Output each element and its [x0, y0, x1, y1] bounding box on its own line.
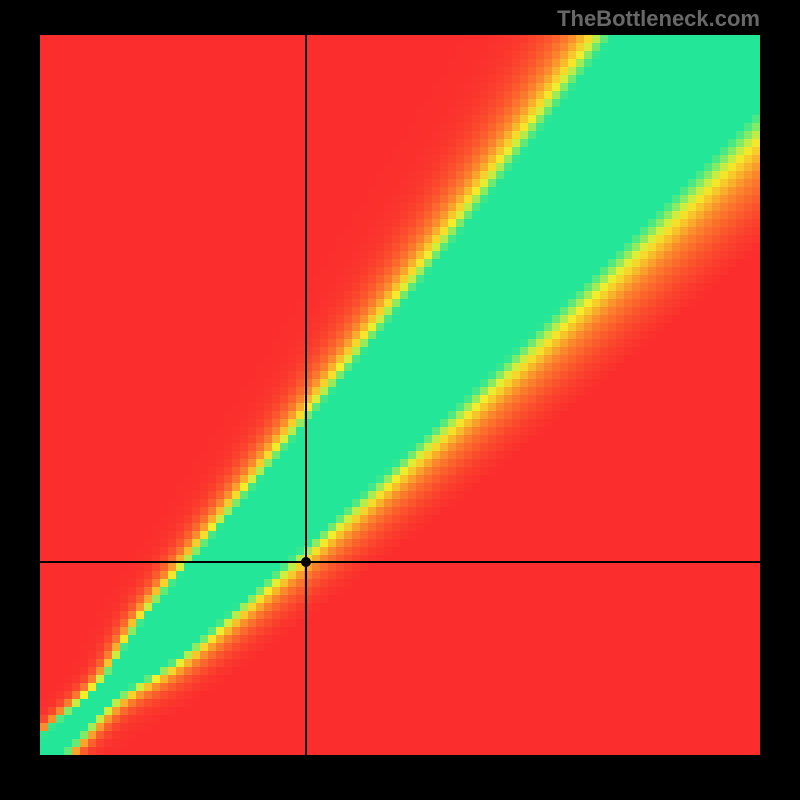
bottleneck-point [301, 557, 311, 567]
crosshair-vertical [305, 35, 307, 755]
site-watermark: TheBottleneck.com [557, 6, 760, 32]
crosshair-horizontal [40, 561, 760, 563]
heatmap-canvas [40, 35, 760, 755]
heatmap-plot [40, 35, 760, 755]
